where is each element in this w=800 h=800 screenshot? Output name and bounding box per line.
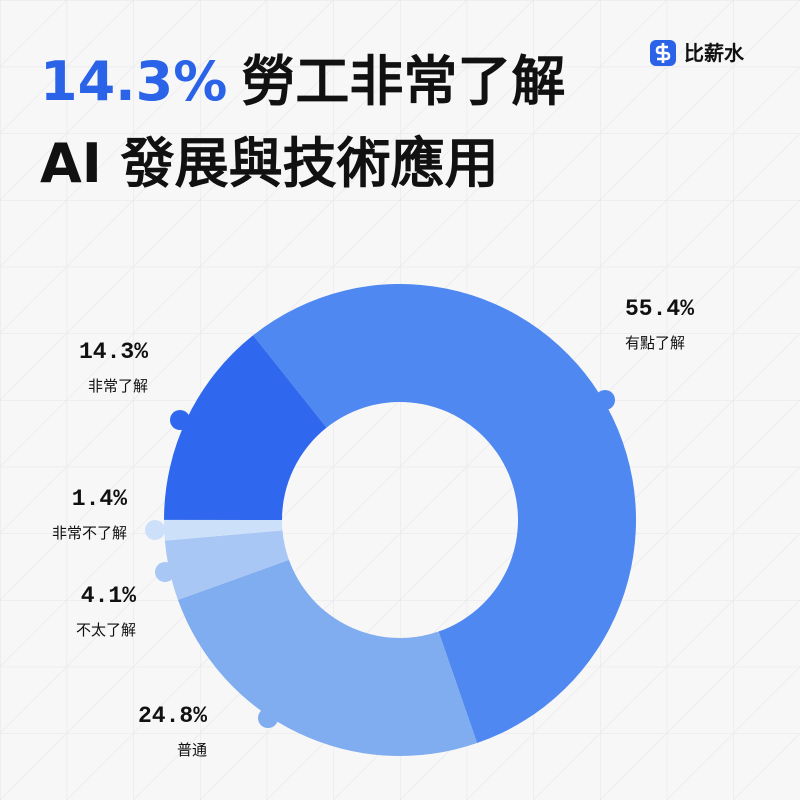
- segment-dot: [145, 520, 165, 540]
- category-label: 非常不了解: [52, 524, 127, 542]
- value-label: 55.4%: [625, 296, 694, 322]
- brand-logo: [650, 40, 676, 66]
- category-label: 有點了解: [625, 334, 685, 352]
- donut-segment: [164, 530, 289, 600]
- category-label: 非常了解: [88, 377, 148, 395]
- brand-name: 比薪水: [684, 41, 745, 65]
- donut-segment: [164, 519, 283, 541]
- donut-segment: [177, 559, 478, 756]
- title-highlight: 14.3%: [40, 50, 227, 113]
- title-text: 勞工非常了解: [241, 50, 565, 113]
- value-label: 4.1%: [81, 583, 136, 609]
- donut-segment: [164, 335, 327, 520]
- chart-title: 14.3% 勞工非常了解: [40, 50, 565, 113]
- category-label: 普通: [177, 741, 207, 759]
- value-label: 1.4%: [72, 486, 127, 512]
- value-label: 24.8%: [138, 703, 207, 729]
- value-label: 14.3%: [79, 339, 148, 365]
- category-label: 不太了解: [76, 621, 136, 639]
- chart-title: AI 發展與技術應用: [40, 132, 499, 195]
- donut-segment: [253, 284, 636, 744]
